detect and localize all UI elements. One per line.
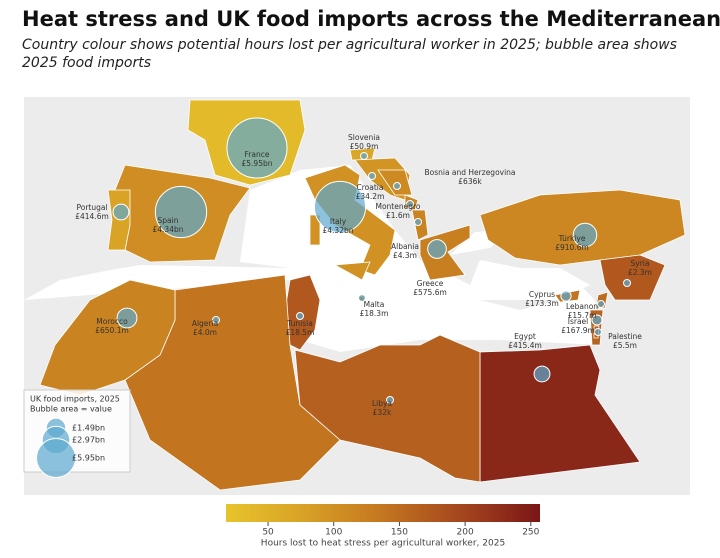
colorbar-tick-label: 150 xyxy=(391,528,408,538)
country-name: Lebanon xyxy=(566,302,598,311)
labels: France£5.95bn Spain£4.34bn Portugal£414.6m… xyxy=(75,133,652,417)
import-label: £4.34bn xyxy=(153,225,184,234)
bubble xyxy=(393,182,401,190)
bubble xyxy=(154,185,208,239)
country-name: Albania xyxy=(391,242,419,251)
import-label: £415.4m xyxy=(508,341,542,350)
legend-label: £2.97bn xyxy=(72,436,105,445)
country xyxy=(333,261,371,281)
chart-title: Heat stress and UK food imports across t… xyxy=(22,7,720,31)
country-name: Portugal xyxy=(76,203,107,212)
country-name: Slovenia xyxy=(348,133,380,142)
country-name: Tunisia xyxy=(286,319,313,328)
chart-subtitle: Country colour shows potential hours los… xyxy=(22,37,677,71)
colorbar-tick-label: 250 xyxy=(522,528,539,538)
country-name: Israel xyxy=(568,317,589,326)
bubble xyxy=(597,300,605,308)
import-label: £50.9m xyxy=(350,142,379,151)
country-name: Malta xyxy=(364,300,385,309)
bubble xyxy=(226,117,288,179)
bubble xyxy=(594,328,602,336)
country-name: Italy xyxy=(330,217,347,226)
import-label: £5.5m xyxy=(613,341,637,350)
country-name: Algeria xyxy=(192,319,218,328)
legend-title: UK food imports, 2025 xyxy=(30,395,120,404)
import-label: £34.2m xyxy=(356,192,385,201)
legend-bubble xyxy=(36,438,76,478)
country-name: Morocco xyxy=(96,317,128,326)
bubble xyxy=(358,294,366,302)
import-label: £4.0m xyxy=(193,328,217,337)
colorbar-tick-label: 200 xyxy=(457,528,474,538)
import-label: £1.6m xyxy=(386,211,410,220)
subtitle-box: Country colour shows potential hours los… xyxy=(22,37,677,71)
colorbar-tick-label: 50 xyxy=(262,528,274,538)
country xyxy=(599,254,666,301)
bubble xyxy=(296,312,304,320)
import-label: £32k xyxy=(373,408,392,417)
country-name: Türkiye xyxy=(558,234,586,243)
bubble xyxy=(212,316,220,324)
bubble xyxy=(623,279,631,287)
import-label: £575.6m xyxy=(413,288,447,297)
bubble xyxy=(427,239,447,259)
country-name: France xyxy=(245,150,270,159)
country-name: Greece xyxy=(417,279,444,288)
legend-subtitle: Bubble area = value xyxy=(30,405,112,414)
bubble xyxy=(360,152,368,160)
import-label: £2.3m xyxy=(628,268,652,277)
import-label: £910.6m xyxy=(555,243,589,252)
bubble xyxy=(414,218,422,226)
bubble xyxy=(368,172,376,180)
import-label: £636k xyxy=(458,177,482,186)
import-label: £173.3m xyxy=(525,299,559,308)
import-label: £15.7m xyxy=(568,311,597,320)
legend-label: £1.49bn xyxy=(72,424,105,433)
country-name: Montenegro xyxy=(375,202,420,211)
country xyxy=(39,279,176,396)
bubble xyxy=(116,307,138,329)
bubble xyxy=(313,180,367,234)
country-name: Syria xyxy=(631,259,650,268)
bubble xyxy=(533,365,551,383)
country-name: Egypt xyxy=(514,332,536,341)
sea xyxy=(24,265,600,352)
import-label: £414.6m xyxy=(75,212,109,221)
country-name: Cyprus xyxy=(529,290,555,299)
country-name: Croatia xyxy=(357,183,384,192)
country-name: Libya xyxy=(372,399,392,408)
colorbar-tick-label: 100 xyxy=(325,528,342,538)
bubble xyxy=(386,396,394,404)
colorbar-label: Hours lost to heat stress per agricultur… xyxy=(261,539,505,549)
import-label: £18.5m xyxy=(286,328,315,337)
import-label: £5.95bn xyxy=(242,159,273,168)
country xyxy=(479,344,641,483)
import-label: £4.32bn xyxy=(323,226,354,235)
bubbles xyxy=(112,117,631,404)
bubble xyxy=(572,222,598,248)
import-label: £18.3m xyxy=(360,309,389,318)
country xyxy=(377,169,413,196)
colorbar xyxy=(226,504,540,522)
bubble xyxy=(591,314,603,326)
country-name: Palestine xyxy=(608,332,642,341)
import-label: £650.1m xyxy=(95,326,129,335)
import-label: £4.3m xyxy=(393,251,417,260)
import-label: £167.9m xyxy=(561,326,595,335)
bubble xyxy=(560,290,572,302)
bubble xyxy=(112,203,130,221)
country-name: Spain xyxy=(158,216,179,225)
legend-label: £5.95bn xyxy=(72,454,105,463)
country-name: Bosnia and Herzegovina xyxy=(424,168,515,177)
bubble xyxy=(406,200,414,208)
